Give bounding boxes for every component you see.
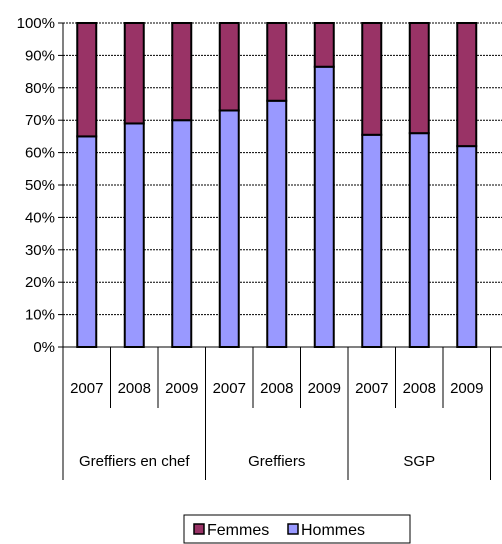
bar-hommes: [456, 145, 478, 348]
bar-femmes: [218, 22, 240, 112]
bar-femmes: [76, 22, 98, 138]
y-tick-label: 20%: [25, 274, 55, 291]
x-tick-label: 2008: [403, 380, 436, 397]
group-label: Greffiers: [248, 453, 305, 470]
x-tick-label: 2009: [308, 380, 341, 397]
y-tick-label: 30%: [25, 242, 55, 259]
bar-femmes: [408, 22, 430, 135]
x-tick-label: 2007: [213, 380, 246, 397]
y-tick-label: 90%: [25, 47, 55, 64]
legend-swatch-femmes: [193, 523, 205, 535]
bar-femmes: [171, 22, 193, 122]
x-tick-label: 2009: [165, 380, 198, 397]
x-tick-label: 2008: [118, 380, 151, 397]
x-tick-label: 2007: [355, 380, 388, 397]
y-tick-label: 10%: [25, 307, 55, 324]
x-tick-label: 2007: [70, 380, 103, 397]
y-tick-label: 0%: [33, 339, 55, 356]
bar-hommes: [408, 132, 430, 348]
bar-hommes: [361, 133, 383, 348]
group-label: Greffiers en chef: [79, 453, 190, 470]
bar-hommes: [123, 122, 145, 348]
x-tick-label: 2009: [450, 380, 483, 397]
y-tick-label: 100%: [17, 15, 55, 32]
y-tick-label: 70%: [25, 112, 55, 129]
x-tick-label: 2008: [260, 380, 293, 397]
y-tick-label: 50%: [25, 177, 55, 194]
y-tick-label: 40%: [25, 209, 55, 226]
bar-femmes: [266, 22, 288, 102]
bar-hommes: [171, 119, 193, 348]
bar-hommes: [76, 135, 98, 348]
bar-hommes: [266, 99, 288, 349]
legend-label-femmes: Femmes: [207, 522, 269, 539]
legend-label-hommes: Hommes: [301, 522, 365, 539]
bar-femmes: [361, 22, 383, 136]
group-label: SGP: [403, 453, 435, 470]
bar-femmes: [123, 22, 145, 125]
bar-hommes: [218, 109, 240, 349]
bar-femmes: [456, 22, 478, 148]
bar-hommes: [313, 65, 335, 349]
y-tick-label: 80%: [25, 80, 55, 97]
y-tick-label: 60%: [25, 145, 55, 162]
legend-swatch-hommes: [287, 523, 299, 535]
bar-femmes: [313, 22, 335, 68]
